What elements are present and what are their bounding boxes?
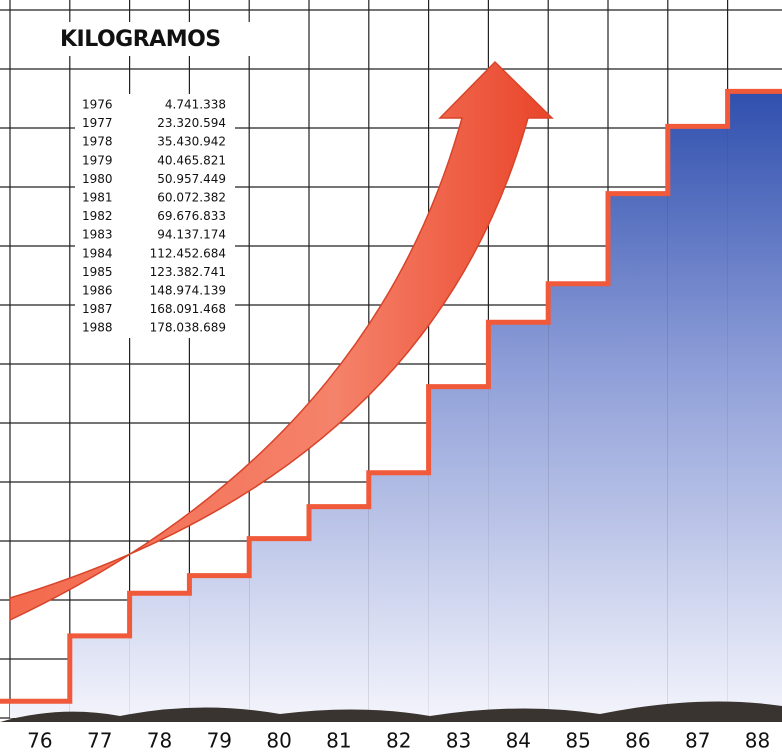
table-value: 112.452.684 xyxy=(150,246,226,260)
step-bar xyxy=(548,283,608,718)
step-bar xyxy=(249,538,309,718)
table-year: 1977 xyxy=(82,116,113,130)
table-value: 168.091.468 xyxy=(150,302,226,316)
x-tick-label: 81 xyxy=(326,729,351,753)
table-year: 1979 xyxy=(82,153,113,167)
title-background xyxy=(52,22,252,56)
step-bar xyxy=(488,322,549,718)
x-tick-label: 84 xyxy=(506,729,531,753)
chart-title: KILOGRAMOS xyxy=(60,27,221,52)
x-tick-label: 76 xyxy=(27,729,52,753)
table-value: 40.465.821 xyxy=(157,153,226,167)
table-value: 69.676.833 xyxy=(157,209,226,223)
step-bar xyxy=(309,506,369,718)
table-value: 60.072.382 xyxy=(157,191,226,205)
growth-arrow xyxy=(9,60,554,622)
table-year: 1980 xyxy=(82,172,113,186)
ground xyxy=(0,701,782,722)
step-bar xyxy=(189,575,250,718)
table-year: 1988 xyxy=(82,321,113,335)
x-tick-label: 80 xyxy=(266,729,291,753)
table-year: 1984 xyxy=(82,246,113,260)
step-bar xyxy=(129,593,190,718)
x-tick-label: 87 xyxy=(685,729,710,753)
x-tick-label: 88 xyxy=(745,729,770,753)
table-year: 1982 xyxy=(82,209,113,223)
x-tick-label: 86 xyxy=(625,729,650,753)
x-tick-label: 77 xyxy=(87,729,112,753)
step-bar xyxy=(667,126,728,718)
table-value: 50.957.449 xyxy=(157,172,226,186)
steps xyxy=(0,88,782,719)
table-value: 178.038.689 xyxy=(150,321,226,335)
x-tick-label: 79 xyxy=(207,729,232,753)
table-value: 23.320.594 xyxy=(157,116,226,130)
table-value: 94.137.174 xyxy=(157,228,226,242)
table-year: 1978 xyxy=(82,135,113,149)
step-bar xyxy=(368,472,429,718)
table-value: 123.382.741 xyxy=(150,265,226,279)
step-bar xyxy=(727,91,782,718)
x-tick-label: 85 xyxy=(565,729,590,753)
table-year: 1981 xyxy=(82,191,113,205)
table-year: 1986 xyxy=(82,284,113,298)
table-background xyxy=(75,94,235,338)
table-year: 1976 xyxy=(82,98,113,112)
x-tick-label: 82 xyxy=(386,729,411,753)
step-bar xyxy=(69,635,130,718)
table-year: 1987 xyxy=(82,302,113,316)
table-year: 1985 xyxy=(82,265,113,279)
table-value: 35.430.942 xyxy=(157,135,226,149)
x-tick-label: 83 xyxy=(446,729,471,753)
x-tick-label: 78 xyxy=(147,729,172,753)
labels: 76 1976 4.741.338 77 1977 23.320.594 78 1978 35.… xyxy=(27,98,770,753)
table-value: 148.974.139 xyxy=(150,284,226,298)
step-bar xyxy=(428,386,489,718)
table-year: 1983 xyxy=(82,228,113,242)
table-value: 4.741.338 xyxy=(165,98,226,112)
step-bar xyxy=(608,193,668,719)
step-line xyxy=(0,88,782,704)
